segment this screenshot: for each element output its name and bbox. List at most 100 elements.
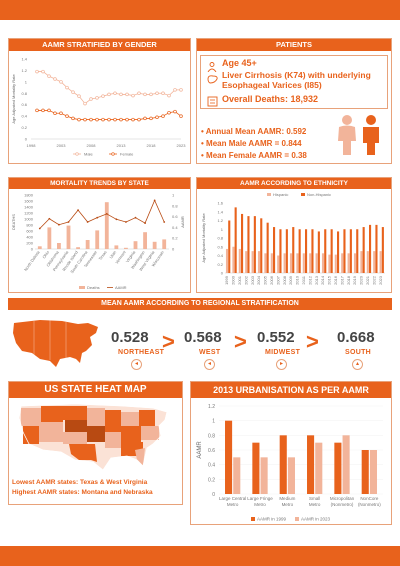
state-x-tick: Vermont bbox=[114, 249, 127, 265]
gender-point-female bbox=[65, 114, 69, 118]
state-y-tick: 1000 bbox=[24, 217, 34, 222]
eth-bar-hispanic bbox=[360, 251, 363, 273]
region-value-south: 0.668 bbox=[337, 329, 375, 346]
eth-x-tick: 2015 bbox=[327, 275, 332, 285]
eth-bar-non-hispanic bbox=[228, 220, 231, 273]
gender-point-male bbox=[83, 101, 87, 106]
state-aamr-point bbox=[38, 227, 41, 230]
urb-y-tick: 0.4 bbox=[208, 463, 215, 469]
eth-x-tick: 2006 bbox=[269, 275, 274, 285]
urb-bar-2023 bbox=[369, 450, 377, 494]
gender-point-male bbox=[125, 92, 129, 97]
eth-x-tick: 2003 bbox=[250, 275, 255, 285]
state-y-tick: 1200 bbox=[24, 211, 34, 216]
eth-x-tick: 2013 bbox=[314, 275, 319, 285]
ethnicity-bar-chart: 1.6 1.4 1.2 1 0.8 0.6 0.4 0.2 0 Age Adjusted Mort… bbox=[201, 192, 385, 285]
gender-point-male bbox=[89, 97, 93, 101]
eth-bar-non-hispanic bbox=[234, 207, 237, 273]
eth-bar-hispanic bbox=[328, 254, 331, 273]
eth-bar-hispanic bbox=[366, 251, 369, 273]
state-y-tick: 200 bbox=[26, 241, 33, 246]
top-banner bbox=[0, 0, 400, 20]
patients-info-box: Age 45+ Liver Cirrhosis (K74) with under… bbox=[200, 55, 388, 109]
patients-panel-title: PATIENTS bbox=[197, 39, 391, 51]
gender-point-female bbox=[71, 116, 75, 121]
gender-point-male bbox=[143, 92, 147, 97]
eth-x-tick: 2020 bbox=[359, 275, 364, 285]
eth-bar-hispanic bbox=[245, 251, 248, 273]
gender-point-male bbox=[77, 94, 81, 98]
eth-bar-hispanic bbox=[353, 253, 357, 273]
urb-y-tick: 1 bbox=[212, 419, 215, 425]
urbanisation-title: 2013 URBANISATION AS PER AAMR bbox=[191, 382, 391, 398]
gender-point-female bbox=[107, 117, 111, 122]
gender-panel: AAMR STRATIFIED BY GENDER 1.4 1.2 1 0.8 0.6 0… bbox=[8, 38, 191, 164]
gender-point-male bbox=[71, 90, 75, 94]
gender-point-female bbox=[143, 116, 147, 121]
eth-x-tick: 2021 bbox=[365, 275, 370, 285]
state-deaths-bar bbox=[85, 240, 90, 249]
gender-point-male bbox=[95, 96, 99, 100]
gender-point-female bbox=[155, 115, 159, 120]
gender-y-tick: 0 bbox=[25, 137, 28, 142]
urb-y-tick: 0.2 bbox=[208, 477, 215, 483]
patient-stat-2-text: Mean Male AAMR = 0.844 bbox=[206, 139, 302, 148]
gender-point-male bbox=[59, 80, 63, 84]
urb-legend-swatch bbox=[295, 517, 299, 521]
gender-x-tick: 1998 bbox=[27, 143, 37, 148]
state-deaths-bar bbox=[57, 243, 61, 249]
eth-y-tick: 0 bbox=[221, 271, 224, 276]
eth-bar-non-hispanic bbox=[317, 231, 320, 273]
compass-northeast-icon: ◂ bbox=[131, 359, 142, 370]
gender-point-female bbox=[173, 109, 177, 114]
state-deaths-bar bbox=[37, 246, 42, 249]
compass-west-icon: ◂ bbox=[204, 359, 215, 370]
region-value-northeast: 0.528 bbox=[111, 329, 149, 346]
eth-x-tick: 2019 bbox=[352, 275, 357, 285]
eth-bar-hispanic bbox=[251, 251, 254, 273]
disease-line-2: Esophageal Varices (I85) bbox=[222, 80, 322, 90]
eth-x-tick: 2012 bbox=[307, 275, 312, 285]
compass-midwest-icon: ▸ bbox=[276, 359, 287, 370]
state-deaths-bar bbox=[66, 225, 71, 249]
state-y2-tick: 0 bbox=[172, 247, 175, 252]
urb-bar-1999 bbox=[225, 420, 233, 494]
eth-y-tick: 0.6 bbox=[217, 244, 223, 249]
state-x-tick: Ohio bbox=[41, 249, 50, 259]
gender-point-female bbox=[161, 114, 165, 118]
urb-x-tick: Micropolitan (Nonmetro) bbox=[330, 496, 355, 507]
state-deaths-bar bbox=[162, 239, 167, 249]
gender-point-male bbox=[179, 88, 183, 92]
usa-map-icon bbox=[13, 320, 98, 367]
state-aamr-point bbox=[86, 221, 89, 223]
eth-bar-non-hispanic bbox=[260, 218, 263, 273]
eth-legend-label: Non-Hispanic bbox=[307, 192, 331, 197]
state-trends-title: MORTALITY TRENDS BY STATE bbox=[9, 178, 190, 189]
state-aamr-point bbox=[153, 199, 156, 202]
eth-bar-hispanic bbox=[270, 253, 273, 273]
eth-legend-label: Hispanic bbox=[273, 192, 288, 197]
gender-x-tick: 2023 bbox=[177, 143, 187, 148]
patient-stat-2: • Mean Male AAMR = 0.844 bbox=[201, 139, 302, 148]
gender-point-male bbox=[65, 85, 69, 90]
overall-deaths-text: Overall Deaths: 18,932 bbox=[222, 94, 319, 104]
state-aamr-point bbox=[144, 222, 146, 224]
chevron-1-icon: > bbox=[162, 329, 175, 354]
patients-panel: PATIENTS Age 45+ Liver Cirrhosis (K74) w… bbox=[196, 38, 392, 164]
eth-bar-hispanic bbox=[347, 253, 350, 273]
gender-x-tick: 2008 bbox=[87, 143, 97, 148]
gender-point-male bbox=[47, 74, 51, 78]
gender-point-female bbox=[83, 117, 87, 122]
eth-bar-hispanic bbox=[283, 253, 286, 273]
urb-legend-label: AAMR in 2023 bbox=[301, 517, 331, 522]
gender-y-tick: 1.2 bbox=[21, 68, 27, 73]
state-aamr-point bbox=[58, 223, 60, 226]
patient-stat-1-text: Annual Mean AAMR: 0.592 bbox=[205, 127, 307, 136]
state-y2-tick: 0.8 bbox=[172, 203, 178, 208]
state-deaths-bar bbox=[47, 227, 52, 249]
eth-bar-non-hispanic bbox=[356, 229, 359, 273]
eth-bar-hispanic bbox=[296, 253, 299, 273]
gender-point-female bbox=[131, 117, 135, 122]
gender-point-male bbox=[101, 94, 105, 98]
gender-point-female bbox=[119, 117, 123, 122]
